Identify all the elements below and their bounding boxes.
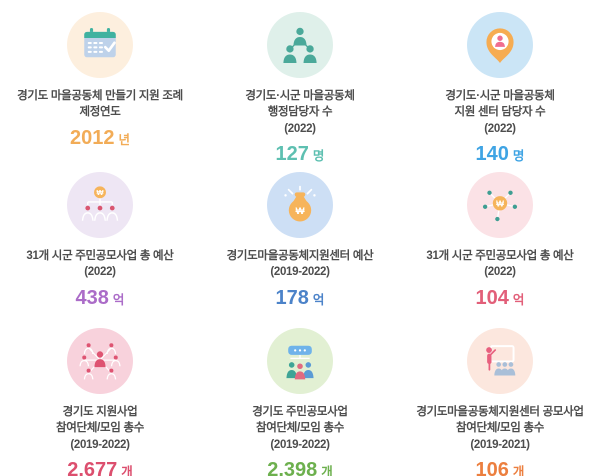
stat-card-center-budget: ₩ 경기도마을공동체지원센터 예산 (2019-2022) 178 억 — [200, 160, 400, 316]
stat-label: 경기도 지원사업 참여단체/모임 총수 (2019-2022) — [55, 406, 145, 451]
stat-card-sigun-budget: ₩ 31개 시군 주민공모사업 총 예산 (2022) 438 억 — [0, 160, 200, 316]
stat-label: 경기도 주민공모사업 참여단체/모임 총수 (2019-2022) — [252, 406, 348, 451]
stat-unit: 억 — [112, 292, 125, 307]
stat-unit: 년 — [118, 132, 130, 147]
icon-circle — [467, 328, 533, 394]
icon-circle: ₩ — [67, 172, 133, 238]
icon-circle: ₩ — [267, 172, 333, 238]
stat-value: 178 — [275, 286, 309, 309]
stat-card-center-staff: 경기도·시군 마을공동체 지원 센터 담당자 수 (2022) 140 명 — [400, 0, 600, 165]
stat-card-ordinance-year: 경기도 마을공동체 만들기 지원 조례 제정연도 2012 년 — [0, 0, 200, 160]
stat-value: 140 — [475, 142, 509, 165]
stat-value: 438 — [75, 286, 109, 309]
money-bag-icon: ₩ — [284, 185, 316, 222]
stat-value-row: 2012 년 — [70, 127, 130, 150]
stat-label: 31개 시군 주민공모사업 총 예산 (2022) — [426, 250, 574, 279]
calendar-icon — [84, 27, 116, 58]
org-chart-people-icon — [283, 27, 317, 63]
stat-value: 106 — [475, 458, 509, 476]
stat-unit: 개 — [121, 464, 133, 476]
icon-circle — [267, 12, 333, 78]
stat-unit: 명 — [512, 148, 525, 163]
people-network-icon — [79, 343, 121, 380]
stat-card-sigun-budget-2: ₩ 31개 시군 주민공모사업 총 예산 (2022) 104 억 — [400, 160, 600, 316]
stat-value-row: 2,677 개 — [67, 459, 133, 476]
stat-label: 31개 시군 주민공모사업 총 예산 (2022) — [26, 250, 174, 279]
stat-label: 경기도마을공동체지원센터 예산 (2019-2022) — [226, 250, 374, 279]
stat-value-row: 104 억 — [476, 287, 525, 310]
icon-circle — [267, 328, 333, 394]
stat-card-support-groups: 경기도 지원사업 참여단체/모임 총수 (2019-2022) 2,677 개 — [0, 316, 200, 476]
svg-text:₩: ₩ — [96, 188, 103, 197]
icon-circle: ₩ — [467, 172, 533, 238]
icon-circle — [467, 12, 533, 78]
stat-label: 경기도 마을공동체 만들기 지원 조례 제정연도 — [17, 90, 183, 119]
location-pin-person-icon — [486, 28, 514, 63]
stat-unit: 억 — [512, 292, 525, 307]
stat-unit: 개 — [321, 464, 333, 476]
icon-circle — [67, 12, 133, 78]
icon-circle — [67, 328, 133, 394]
stat-card-center-contest-groups: 경기도마을공동체지원센터 공모사업 참여단체/모임 총수 (2019-2021)… — [400, 316, 600, 476]
stat-label: 경기도마을공동체지원센터 공모사업 참여단체/모임 총수 (2019-2021) — [416, 406, 584, 451]
presentation-board-people-icon — [286, 345, 314, 380]
svg-text:₩: ₩ — [496, 199, 504, 209]
stat-label: 경기도·시군 마을공동체 행정담당자 수 (2022) — [245, 90, 355, 135]
stat-value: 127 — [275, 142, 309, 165]
won-coin-network-icon: ₩ — [482, 190, 518, 222]
stat-value-row: 178 억 — [276, 287, 325, 310]
stat-unit: 억 — [312, 292, 325, 307]
stat-unit: 개 — [512, 464, 525, 476]
svg-text:₩: ₩ — [295, 206, 305, 217]
stat-value-row: 2,398 개 — [267, 459, 333, 476]
stat-value-row: 127 명 — [276, 143, 325, 166]
stat-value: 2,677 — [67, 458, 118, 476]
stat-value: 2,398 — [267, 458, 318, 476]
stat-value: 2012 — [69, 126, 115, 149]
stat-value-row: 140 명 — [476, 143, 525, 166]
stat-value: 104 — [475, 286, 509, 309]
stat-card-admin-staff: 경기도·시군 마을공동체 행정담당자 수 (2022) 127 명 — [200, 0, 400, 165]
stat-unit: 명 — [312, 148, 325, 163]
stat-label: 경기도·시군 마을공동체 지원 센터 담당자 수 (2022) — [445, 90, 555, 135]
stat-card-contest-groups: 경기도 주민공모사업 참여단체/모임 총수 (2019-2022) 2,398 … — [200, 316, 400, 476]
presenter-whiteboard-icon — [486, 345, 516, 376]
won-coin-people-icon: ₩ — [81, 186, 119, 221]
stat-value-row: 438 억 — [76, 287, 125, 310]
stat-value-row: 106 개 — [476, 459, 525, 476]
